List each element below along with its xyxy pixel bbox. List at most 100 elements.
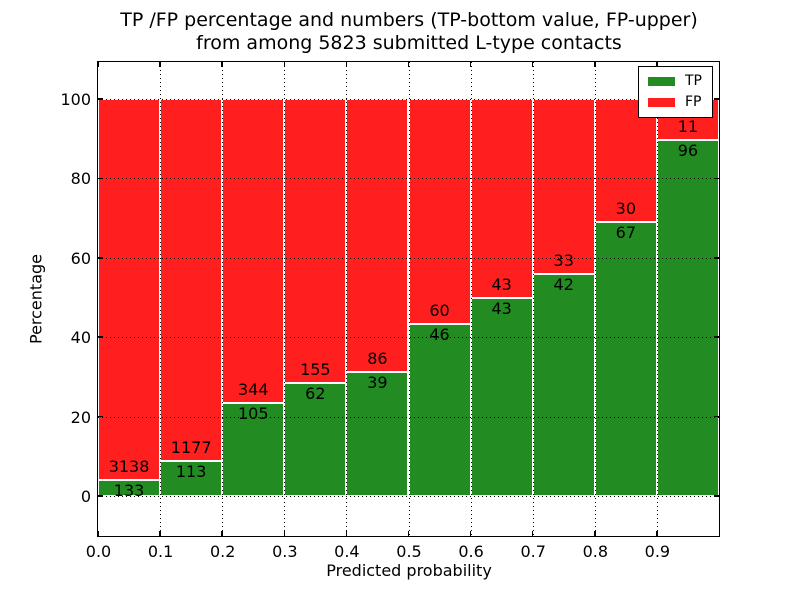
x-axis-tick [531,531,534,536]
tp-count-label: 42 [553,274,574,294]
tp-count-label: 43 [491,298,512,318]
tp-count-label: 113 [175,462,207,482]
x-axis-tick-top [283,62,286,67]
x-axis-tick-top [97,62,99,67]
chart-title-line1: TP /FP percentage and numbers (TP-bottom… [120,9,698,31]
x-tick-label: 0.3 [272,542,298,561]
tp-count-label: 96 [677,140,699,160]
fp-count-label: 60 [429,300,450,320]
chart-title-line2: from among 5823 submitted L-type contact… [196,32,622,54]
legend-label-tp: TP [685,73,702,89]
tp-count-label: 39 [367,373,388,393]
x-axis-tick [97,531,99,536]
legend-row-fp: FP [648,95,702,109]
tp-bar-segment [532,273,595,497]
legend-row-tp: TP [648,74,702,88]
x-axis-tick-top [159,62,161,67]
fp-count-label: 1177 [170,438,212,458]
gridline-vertical [284,62,286,536]
x-axis-tick [594,531,596,536]
x-tick-label: 0.1 [147,542,174,561]
gridline-vertical [594,62,596,536]
chart-title: TP /FP percentage and numbers (TP-bottom… [98,9,720,55]
y-axis-tick-right [714,415,719,418]
y-axis-tick [98,495,103,497]
tp-count-label: 105 [237,404,269,424]
x-axis-tick [407,531,410,536]
x-tick-label: 0.9 [644,542,671,561]
y-axis-tick [98,177,103,180]
legend-label-fp: FP [685,94,702,110]
x-axis-tick [221,531,223,536]
fp-bar-segment [284,98,347,383]
x-axis-tick-top [594,62,596,67]
tp-count-label: 133 [113,480,145,500]
fp-bar-segment [160,98,223,462]
x-tick-label: 0.7 [520,542,546,561]
tp-count-label: 62 [305,383,326,403]
x-axis-tick [283,531,286,536]
tp-bar-segment [656,139,719,497]
x-axis-tick-top [531,62,534,67]
fp-bar-segment [98,98,161,480]
fp-bar-segment [470,98,533,298]
gridline-vertical [222,62,224,536]
fp-bar-segment [408,98,471,324]
fp-count-label: 3138 [108,456,150,476]
y-axis-tick [98,415,103,418]
x-axis-tick-top [221,62,223,67]
tp-bar-segment [470,297,533,497]
fp-count-label: 11 [677,116,699,136]
x-tick-label: 0.4 [334,542,360,561]
x-axis-tick-top [469,62,472,67]
fp-count-label: 33 [553,250,574,270]
plot-area: TP FP 3138 133 1177 113 344 105 155 62 86 39 60 46 43… [97,61,720,537]
fp-count-label: 86 [367,349,388,369]
x-axis-tick [656,531,658,536]
y-tick-label: 80 [70,169,91,189]
fp-count-label: 155 [300,359,331,379]
fp-count-label: 344 [237,380,269,400]
tp-bar-segment [284,382,347,497]
y-axis-tick [98,257,103,259]
tp-bar-segment [222,403,285,497]
legend-swatch-tp [648,76,675,86]
gridline-vertical [656,62,658,536]
y-axis-tick-right [714,177,719,180]
gridline-vertical [346,62,348,536]
y-tick-label: 100 [60,89,91,109]
y-tick-label: 40 [70,328,91,348]
x-axis-tick [159,531,161,536]
tp-bar-segment [408,323,471,497]
tp-count-label: 67 [615,222,637,242]
y-axis-tick-right [714,98,719,100]
x-tick-label: 0.6 [458,542,484,561]
fp-bar-segment [222,98,285,404]
gridline-vertical [408,62,410,536]
tp-count-label: 46 [429,324,450,344]
fp-bar-segment [532,98,595,274]
x-tick-label: 0.8 [582,542,609,561]
y-tick-label: 20 [70,407,91,427]
x-axis-tick [469,531,472,536]
gridline-vertical [470,62,472,536]
y-axis-tick [98,98,103,100]
y-axis-tick-right [714,336,719,338]
tp-bar-segment [594,221,657,497]
fp-count-label: 30 [615,198,637,218]
x-tick-label: 0.0 [85,542,112,561]
fp-bar-segment [346,98,409,373]
legend: TP FP [638,66,713,118]
x-axis-tick [345,531,348,536]
gridline-vertical [532,62,534,536]
x-axis-tick-top [345,62,348,67]
x-axis-tick-top [407,62,410,67]
y-axis-tick-right [714,257,719,259]
y-tick-label: 60 [70,248,91,268]
y-tick-label: 0 [80,487,91,507]
tp-bar-segment [160,461,223,497]
y-axis-tick-right [714,495,719,497]
x-tick-label: 0.2 [209,542,236,561]
x-axis-tick-top [656,62,658,67]
